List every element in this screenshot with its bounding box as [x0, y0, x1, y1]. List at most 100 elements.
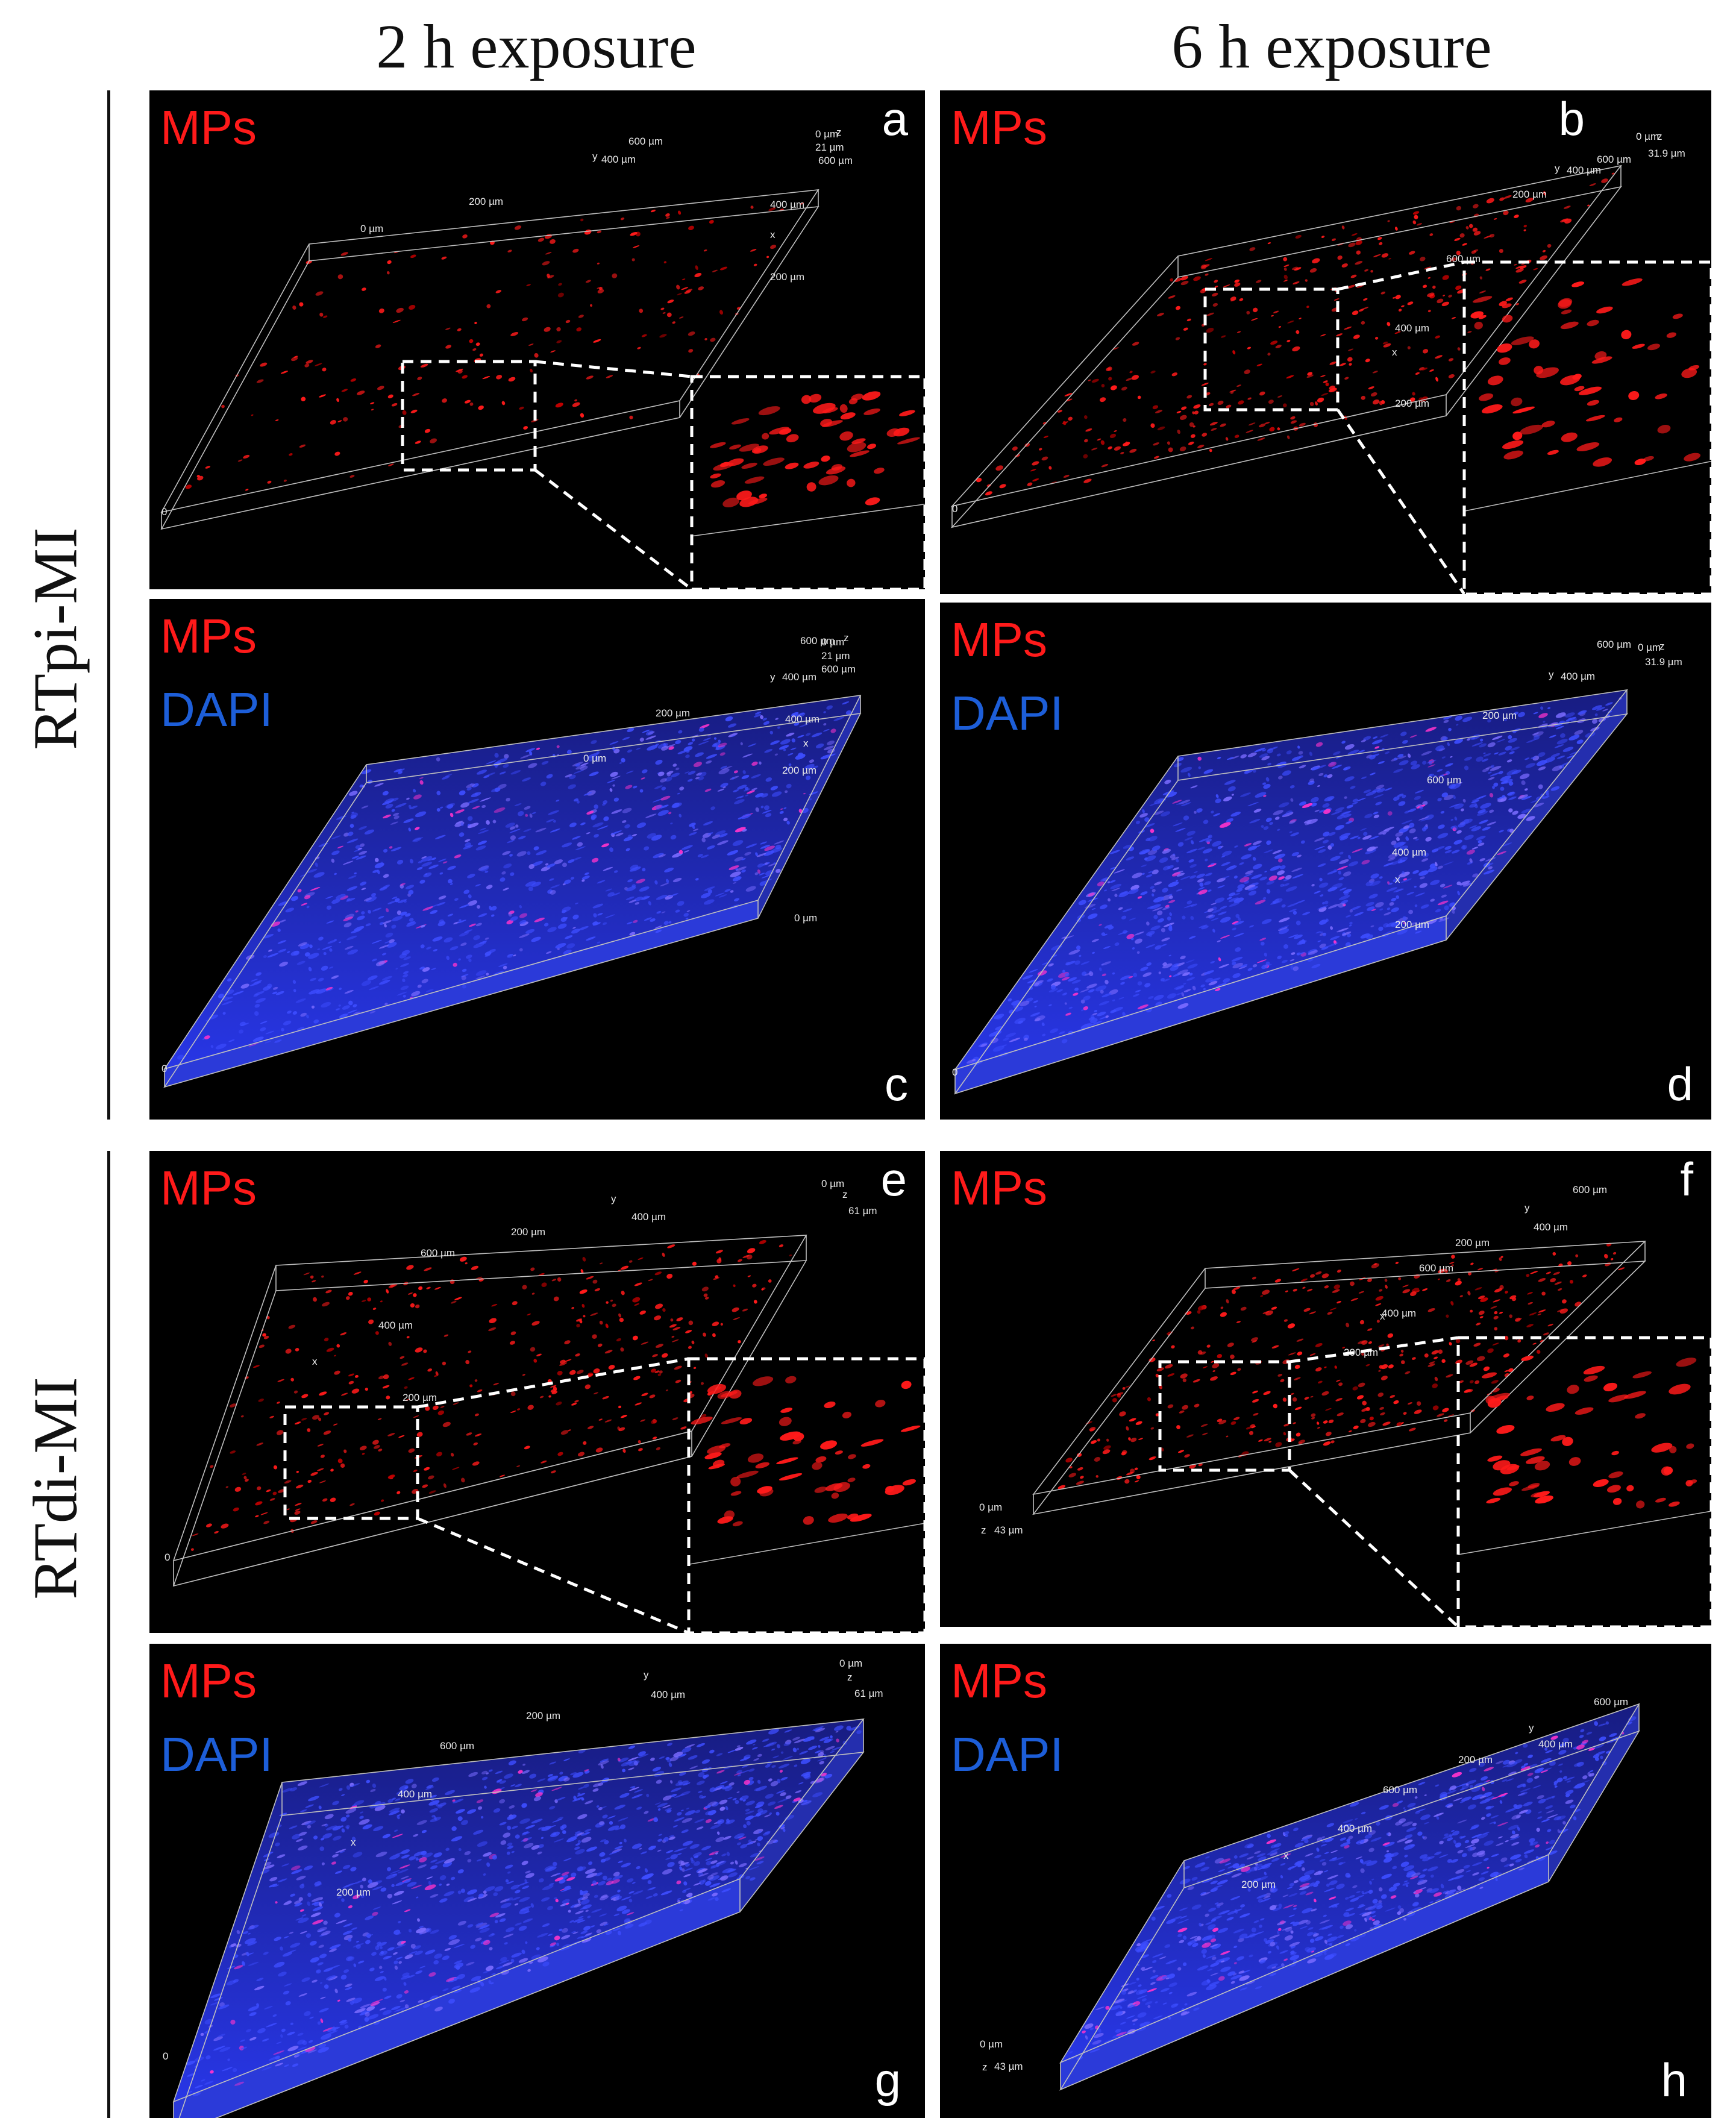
particle	[508, 910, 515, 915]
particle	[565, 1903, 569, 1905]
particle	[833, 716, 844, 721]
particle	[1124, 1479, 1130, 1484]
axis-tick-label: 400 µm	[1534, 1221, 1568, 1233]
particle	[1281, 904, 1286, 908]
particle	[469, 402, 474, 406]
particle	[186, 2060, 196, 2066]
particle	[230, 1450, 236, 1454]
particle	[320, 1455, 325, 1458]
particle	[478, 913, 487, 918]
particle	[462, 375, 468, 379]
particle	[1148, 1358, 1156, 1362]
particle	[422, 967, 430, 972]
particle	[1489, 233, 1495, 238]
particle	[310, 1957, 320, 1963]
particle	[509, 826, 516, 830]
particle	[1213, 813, 1221, 816]
particle	[1309, 778, 1315, 783]
particle	[566, 1837, 577, 1843]
particle	[465, 1359, 470, 1365]
particle	[1236, 331, 1241, 333]
particle	[464, 929, 473, 933]
particle	[396, 2006, 408, 2011]
particle	[1401, 819, 1413, 824]
particle	[415, 440, 421, 444]
particle	[499, 1799, 506, 1804]
particle	[472, 783, 479, 788]
particle	[1446, 1314, 1449, 1318]
particle	[1435, 335, 1441, 339]
particle	[530, 1347, 536, 1352]
particle	[309, 1941, 317, 1946]
particle	[1380, 399, 1385, 404]
particle	[189, 2091, 193, 2093]
particle	[325, 895, 333, 899]
particle	[375, 1851, 387, 1858]
inset-particle	[1669, 1383, 1691, 1395]
particle	[682, 1890, 687, 1893]
particle	[1084, 439, 1088, 443]
particle	[1513, 712, 1518, 715]
particle	[658, 1834, 663, 1836]
particle	[1547, 707, 1551, 710]
particle	[1322, 901, 1325, 905]
particle	[1436, 846, 1445, 850]
particle	[1235, 913, 1240, 918]
particle	[1419, 883, 1428, 888]
particle	[1461, 1796, 1472, 1802]
particle	[483, 1852, 492, 1857]
axis-tick-label: 31.9 µm	[1648, 148, 1685, 159]
particle	[577, 1866, 586, 1872]
row-divider-rtdi	[107, 1151, 110, 2118]
particle	[654, 1271, 662, 1276]
particle	[374, 1511, 380, 1516]
particle	[1183, 815, 1189, 821]
particle	[1282, 812, 1294, 818]
particle	[375, 344, 381, 348]
particle	[1283, 403, 1287, 407]
particle	[1180, 276, 1189, 281]
particle	[745, 1876, 751, 1879]
particle	[478, 1806, 483, 1810]
particle	[605, 888, 612, 892]
particle	[1112, 1007, 1123, 1012]
particle	[1523, 229, 1526, 231]
particle	[1202, 433, 1208, 437]
particle	[1108, 366, 1112, 371]
particle	[1162, 790, 1174, 795]
particle	[1123, 418, 1127, 422]
particle	[1290, 1392, 1294, 1396]
particle	[503, 1832, 511, 1838]
particle	[745, 1810, 754, 1815]
inset-particle	[739, 443, 759, 452]
particle	[1489, 793, 1494, 798]
particle	[257, 2028, 266, 2034]
particle	[296, 960, 306, 965]
particle	[655, 804, 663, 810]
particle	[1385, 1285, 1388, 1289]
particle	[1441, 894, 1447, 898]
panel-a-letter: a	[882, 92, 908, 145]
particle	[519, 921, 528, 926]
particle	[311, 1280, 316, 1283]
particle	[319, 312, 324, 317]
panel-h-sample-side	[1061, 1855, 1549, 2090]
particle	[552, 1861, 557, 1867]
inset-particle	[1643, 456, 1654, 462]
particle	[521, 1885, 530, 1890]
particle	[1366, 934, 1373, 939]
particle	[276, 1430, 284, 1435]
particle	[577, 1936, 584, 1939]
particle	[210, 2070, 214, 2074]
particle	[572, 402, 580, 407]
particle	[480, 1982, 484, 1987]
particle	[368, 975, 378, 981]
particle	[396, 859, 404, 865]
particle	[467, 1859, 472, 1862]
particle	[1399, 760, 1409, 766]
particle	[1330, 936, 1340, 941]
particle	[1203, 988, 1206, 991]
particle	[1494, 1311, 1498, 1315]
particle	[678, 813, 682, 818]
particle	[1249, 247, 1256, 251]
